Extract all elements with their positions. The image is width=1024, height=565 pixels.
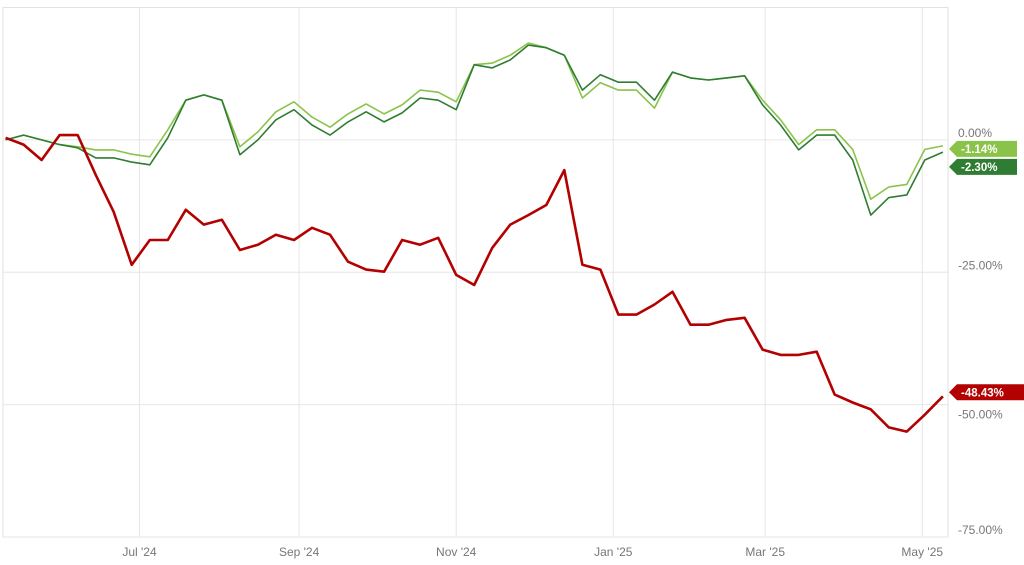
y-tick-label: -50.00% xyxy=(958,408,1003,422)
x-tick-label: Jan '25 xyxy=(594,545,633,559)
badge-label: -2.30% xyxy=(961,162,997,174)
end-value-badge: -48.43% xyxy=(949,384,1024,401)
badge-shape xyxy=(949,140,1017,157)
badge-shape xyxy=(949,384,1024,401)
badge-label: -1.14% xyxy=(961,144,997,156)
y-tick-label: -75.00% xyxy=(958,523,1003,537)
end-value-badge: -2.30% xyxy=(949,158,1017,175)
badge-label: -48.43% xyxy=(961,387,1004,399)
x-tick-label: Jul '24 xyxy=(122,545,157,559)
series-line-1 xyxy=(5,44,944,216)
x-tick-label: Mar '25 xyxy=(745,545,785,559)
x-tick-label: Nov '24 xyxy=(436,545,477,559)
series-line-2 xyxy=(5,133,944,433)
badge-shape xyxy=(949,158,1017,175)
y-tick-label: 0.00% xyxy=(958,126,992,140)
y-tick-label: -25.00% xyxy=(958,258,1003,272)
end-value-badge: -1.14% xyxy=(949,140,1017,157)
x-tick-label: May '25 xyxy=(901,545,943,559)
x-tick-label: Sep '24 xyxy=(279,545,320,559)
